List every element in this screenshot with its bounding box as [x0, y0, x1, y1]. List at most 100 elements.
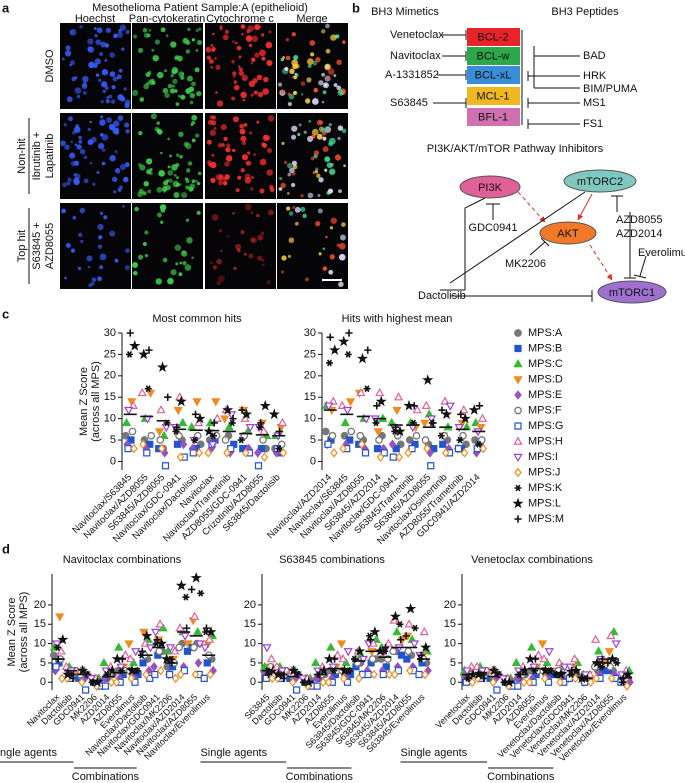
- cell: [179, 154, 183, 159]
- cell: [196, 181, 201, 186]
- cell: [338, 281, 344, 288]
- cell: [322, 146, 329, 153]
- data-point: [396, 620, 404, 628]
- cell: [234, 243, 242, 250]
- data-point: [533, 650, 544, 659]
- cell: [79, 25, 83, 29]
- data-point: [206, 669, 214, 680]
- data-point: [358, 655, 369, 665]
- cell: [178, 131, 184, 138]
- cell: [318, 120, 324, 125]
- cell: [256, 120, 260, 124]
- cell: [164, 92, 170, 99]
- data-point: [173, 440, 182, 448]
- drug: Navitoclax: [390, 50, 441, 62]
- cell: [298, 123, 302, 127]
- data-point: [593, 646, 604, 655]
- y-tick-label: 20: [304, 370, 316, 382]
- data-point: [392, 444, 400, 453]
- cell: [124, 102, 130, 109]
- data-point: [323, 653, 335, 664]
- cell: [280, 89, 285, 94]
- cell: [211, 115, 216, 120]
- cell: [76, 94, 81, 99]
- cell: [171, 84, 175, 88]
- data-point: [194, 658, 203, 668]
- data-point: [321, 427, 330, 436]
- data-point: [454, 423, 464, 433]
- protein-box: [467, 87, 520, 105]
- row-label: S63845 +: [31, 222, 43, 269]
- cell: [178, 272, 183, 277]
- data-point: [421, 400, 431, 409]
- data-point: [138, 647, 146, 655]
- cell: [131, 89, 139, 96]
- data-point: [49, 651, 58, 660]
- cell: [113, 120, 120, 127]
- cell: [317, 208, 323, 214]
- cell: [111, 84, 116, 90]
- data-point: [343, 678, 352, 686]
- cell: [322, 136, 327, 141]
- cell: [119, 96, 126, 102]
- cell: [281, 141, 285, 146]
- data-point: [124, 640, 134, 649]
- cell: [114, 258, 119, 263]
- data-point: [544, 648, 554, 657]
- y-tick-label: 15: [304, 391, 316, 403]
- cell: [289, 167, 295, 174]
- data-point: [193, 626, 203, 636]
- data-point: [379, 670, 387, 679]
- cell: [291, 125, 298, 132]
- y-tick-label: 15: [34, 618, 46, 630]
- data-point: [150, 628, 161, 638]
- cell: [164, 69, 168, 73]
- cell: [147, 189, 152, 194]
- cell: [145, 72, 151, 78]
- data-point: [197, 589, 205, 597]
- data-point: [223, 448, 231, 458]
- cell: [167, 165, 171, 169]
- cell: [195, 179, 198, 183]
- cell: [194, 133, 200, 138]
- y-tick-label: 30: [104, 327, 116, 339]
- cell: [167, 137, 170, 141]
- legend-marker: [514, 484, 522, 492]
- data-point: [279, 448, 288, 458]
- cell: [211, 153, 215, 157]
- data-point: [419, 626, 429, 636]
- pathway-node: [563, 169, 637, 193]
- data-point: [374, 645, 386, 657]
- data-point: [319, 677, 327, 688]
- cell: [154, 39, 161, 45]
- chart-title: Venetoclax combinations: [471, 554, 593, 566]
- cell: [83, 155, 88, 160]
- cell: [168, 178, 173, 183]
- cell: [97, 78, 102, 83]
- data-point: [326, 642, 336, 651]
- cell: [322, 247, 326, 250]
- cell: [173, 192, 180, 199]
- data-point: [238, 406, 246, 414]
- cell: [177, 94, 181, 98]
- data-point: [439, 440, 447, 448]
- pathway-edges: [440, 191, 647, 302]
- y-tick-label: 5: [450, 657, 456, 669]
- cell: [249, 237, 256, 243]
- cell: [97, 276, 102, 282]
- data-point: [161, 462, 170, 470]
- data-point: [361, 449, 370, 457]
- data-point: [101, 682, 110, 690]
- legend-marker: [514, 329, 522, 337]
- cell: [160, 27, 166, 33]
- data-point: [191, 410, 200, 418]
- cell: [233, 84, 240, 91]
- cell: [209, 129, 217, 136]
- cell: [307, 192, 314, 199]
- y-tick-label: 15: [444, 618, 456, 630]
- data-point: [604, 648, 615, 657]
- cell: [247, 151, 251, 155]
- data-point: [590, 634, 601, 643]
- panel-label: d: [2, 541, 10, 556]
- cell: [95, 73, 100, 77]
